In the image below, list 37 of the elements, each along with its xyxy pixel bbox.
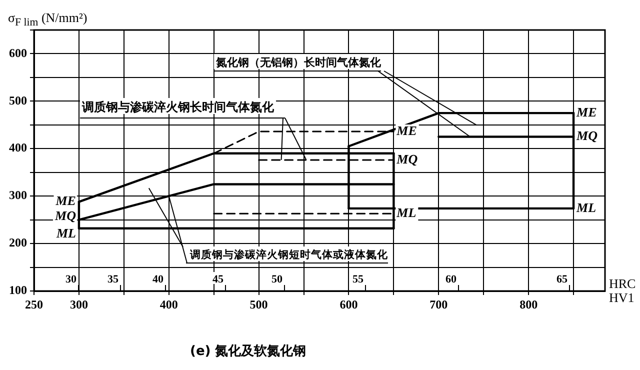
series-label: ML: [576, 200, 596, 215]
annotation: 50: [272, 273, 283, 286]
y-tick-label: 600: [9, 46, 27, 60]
x-tick-label: 500: [250, 297, 268, 312]
x-axis-title: HV1: [609, 290, 634, 305]
x-tick-label: 800: [520, 297, 538, 312]
text: (e) 氮化及软氮化钢: [190, 343, 306, 360]
y-tick-label: 200: [9, 236, 27, 250]
x-tick-label: 700: [430, 297, 448, 312]
x-tick-label: 300: [70, 297, 88, 312]
annotation: 35: [108, 273, 119, 286]
annotation: 调质钢与渗碳淬火钢长时间气体氮化: [81, 100, 275, 114]
annotation: 氮化钢（无铝钢）长时间气体氮化: [215, 56, 382, 69]
x-tick-label: 250: [25, 297, 43, 312]
annotation: 55: [352, 273, 364, 286]
series-label: MQ: [54, 208, 77, 224]
y-axis-title: σ$_{F lim}$ (N/mm²): [8, 10, 88, 29]
y-tick-label: 300: [9, 188, 27, 202]
series-label: ML: [55, 226, 76, 241]
annotation: 40: [152, 273, 164, 286]
series-label: ME: [54, 193, 76, 208]
series-label: ME: [396, 122, 418, 138]
y-tick-label: 500: [9, 93, 27, 108]
x-tick-label: 600: [340, 297, 358, 312]
series-label: MQ: [576, 128, 598, 144]
y-tick-label: 100: [9, 283, 27, 298]
series-label: MQ: [396, 151, 418, 166]
annotation: 45: [212, 273, 224, 286]
series-label: ME: [576, 104, 598, 120]
annotation: 60: [446, 273, 457, 286]
text: HRC: [609, 276, 636, 291]
x-tick-label: 400: [160, 297, 178, 312]
annotation: 65: [556, 273, 568, 286]
annotation: 调质钢与渗碳淬火钢短时气体或液体氮化: [189, 248, 389, 261]
y-tick-label: 400: [9, 140, 27, 155]
series-label: ML: [396, 205, 416, 220]
annotation: 30: [66, 273, 77, 286]
